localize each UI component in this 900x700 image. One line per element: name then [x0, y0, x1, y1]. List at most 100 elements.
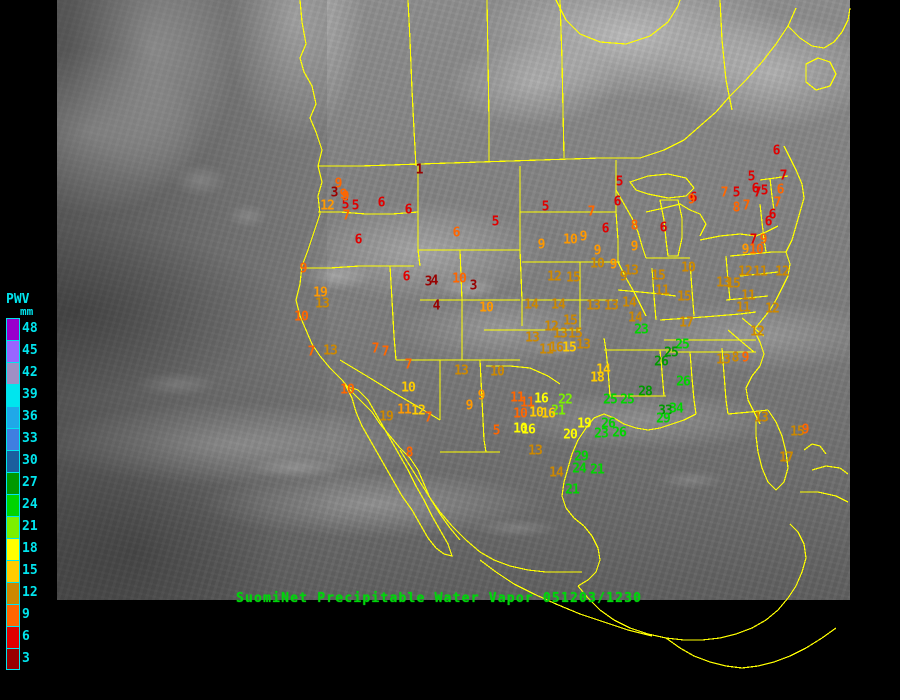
- pwv-station-value: 15: [566, 270, 581, 286]
- pwv-station-value: 11: [741, 288, 756, 304]
- colorbar-swatch-27: [6, 472, 20, 494]
- pwv-station-value: 10: [452, 271, 467, 287]
- pwv-station-value: 34: [669, 401, 684, 417]
- colorbar-swatch-9: [6, 604, 20, 626]
- pwv-station-value: 10: [563, 232, 578, 248]
- colorbar-label-45: 45: [22, 343, 38, 358]
- pwv-station-value: 13: [454, 363, 469, 379]
- pwv-station-value: 25: [675, 337, 690, 353]
- pwv-station-value: 13: [528, 443, 543, 459]
- pwv-station-value: 7: [720, 185, 729, 201]
- pwv-station-value: 26: [601, 416, 616, 432]
- pwv-station-value: 13: [716, 275, 731, 291]
- pwv-station-value: 10: [681, 260, 696, 276]
- colorbar-swatch-24: [6, 494, 20, 516]
- colorbar-label-24: 24: [22, 497, 38, 512]
- pwv-station-value: 12: [411, 403, 426, 419]
- pwv-station-value: 4: [430, 273, 439, 289]
- pwv-station-value: 7: [404, 357, 413, 373]
- pwv-station-value: 6: [452, 225, 461, 241]
- pwv-station-value: 12: [765, 301, 780, 317]
- pwv-station-value: 9: [801, 422, 810, 438]
- pwv-station-value: 5: [492, 423, 501, 439]
- pwv-station-value: 9: [537, 237, 546, 253]
- colorbar-swatch-45: [6, 340, 20, 362]
- colorbar-label-39: 39: [22, 387, 38, 402]
- pwv-station-value: 8: [731, 350, 740, 366]
- pwv-station-value: 9: [741, 350, 750, 366]
- pwv-station-value: 12: [544, 319, 559, 335]
- pwv-station-value: 11: [539, 342, 554, 358]
- pwv-station-value: 9: [619, 269, 628, 285]
- colorbar-label-48: 48: [22, 321, 38, 336]
- pwv-station-value: 5: [541, 199, 550, 215]
- pwv-station-value: 11: [655, 283, 670, 299]
- pwv-station-value: 6: [601, 221, 610, 237]
- pwv-station-value: 26: [654, 354, 669, 370]
- pwv-station-value: 7: [742, 198, 751, 214]
- pwv-station-value: 6: [751, 181, 760, 197]
- pwv-station-value: 22: [558, 392, 573, 408]
- pwv-station-value: 13: [576, 337, 591, 353]
- pwv-station-value: 7: [307, 344, 316, 360]
- colorbar-label-21: 21: [22, 519, 38, 534]
- pwv-station-value: 6: [689, 190, 698, 206]
- pwv-station-value: 25: [603, 392, 618, 408]
- pwv-station-value: 20: [563, 427, 578, 443]
- pwv-station-value: 9: [477, 388, 486, 404]
- pwv-station-value: 9: [741, 242, 750, 258]
- pwv-station-value: 13: [315, 296, 330, 312]
- pwv-station-value: 29: [574, 449, 589, 465]
- pwv-station-value: 9: [299, 261, 308, 277]
- pwv-station-value: 3: [424, 274, 433, 290]
- pwv-station-value: 9: [579, 229, 588, 245]
- pwv-station-value: 7: [749, 232, 758, 248]
- pwv-station-value: 13: [323, 343, 338, 359]
- pwv-station-value: 13: [754, 410, 769, 426]
- colorbar-label-33: 33: [22, 431, 38, 446]
- pwv-station-value: 7: [753, 185, 762, 201]
- pwv-station-value: 19: [379, 409, 394, 425]
- pwv-station-value: 10: [529, 405, 544, 421]
- pwv-station-value: 9: [341, 189, 350, 205]
- pwv-station-value: 5: [747, 169, 756, 185]
- colorbar-swatch-39: [6, 384, 20, 406]
- colorbar-label-9: 9: [22, 607, 30, 622]
- colorbar-swatch-30: [6, 450, 20, 472]
- pwv-station-value: 14: [551, 297, 566, 313]
- pwv-station-value: 3: [469, 278, 478, 294]
- pwv-station-value: 6: [776, 182, 785, 198]
- pwv-station-value: 8: [732, 200, 741, 216]
- pwv-station-value: 12: [547, 269, 562, 285]
- pwv-station-value: 6: [659, 220, 668, 236]
- pwv-station-value: 9: [593, 243, 602, 259]
- pwv-station-value: 3: [330, 185, 339, 201]
- pwv-station-value: 5: [491, 214, 500, 230]
- colorbar-label-42: 42: [22, 365, 38, 380]
- colorbar-label-3: 3: [22, 651, 30, 666]
- pwv-station-value: 9: [630, 239, 639, 255]
- pwv-station-value: 6: [772, 143, 781, 159]
- pwv-station-value: 16: [521, 422, 536, 438]
- pwv-station-value: 15: [562, 340, 577, 356]
- pwv-station-value: 10: [590, 256, 605, 272]
- pwv-station-value: 10: [513, 406, 528, 422]
- pwv-station-value: 10: [401, 380, 416, 396]
- pacific-ocean-shading: [57, 0, 327, 600]
- pwv-station-value: 9: [609, 257, 618, 273]
- pwv-station-value: 9: [334, 176, 343, 192]
- pwv-station-value: 6: [377, 195, 386, 211]
- colorbar-label-12: 12: [22, 585, 38, 600]
- pwv-station-value: 10: [490, 364, 505, 380]
- pwv-station-value: 11: [753, 264, 768, 280]
- pwv-station-value: 12: [320, 198, 335, 214]
- pwv-station-value: 6: [404, 202, 413, 218]
- pwv-station-value: 26: [676, 374, 691, 390]
- colorbar-swatches: [6, 318, 20, 670]
- colorbar-label-27: 27: [22, 475, 38, 490]
- colorbar-swatch-33: [6, 428, 20, 450]
- pwv-station-value: 9: [687, 192, 696, 208]
- colorbar-label-15: 15: [22, 563, 38, 578]
- pwv-station-value: 14: [622, 295, 637, 311]
